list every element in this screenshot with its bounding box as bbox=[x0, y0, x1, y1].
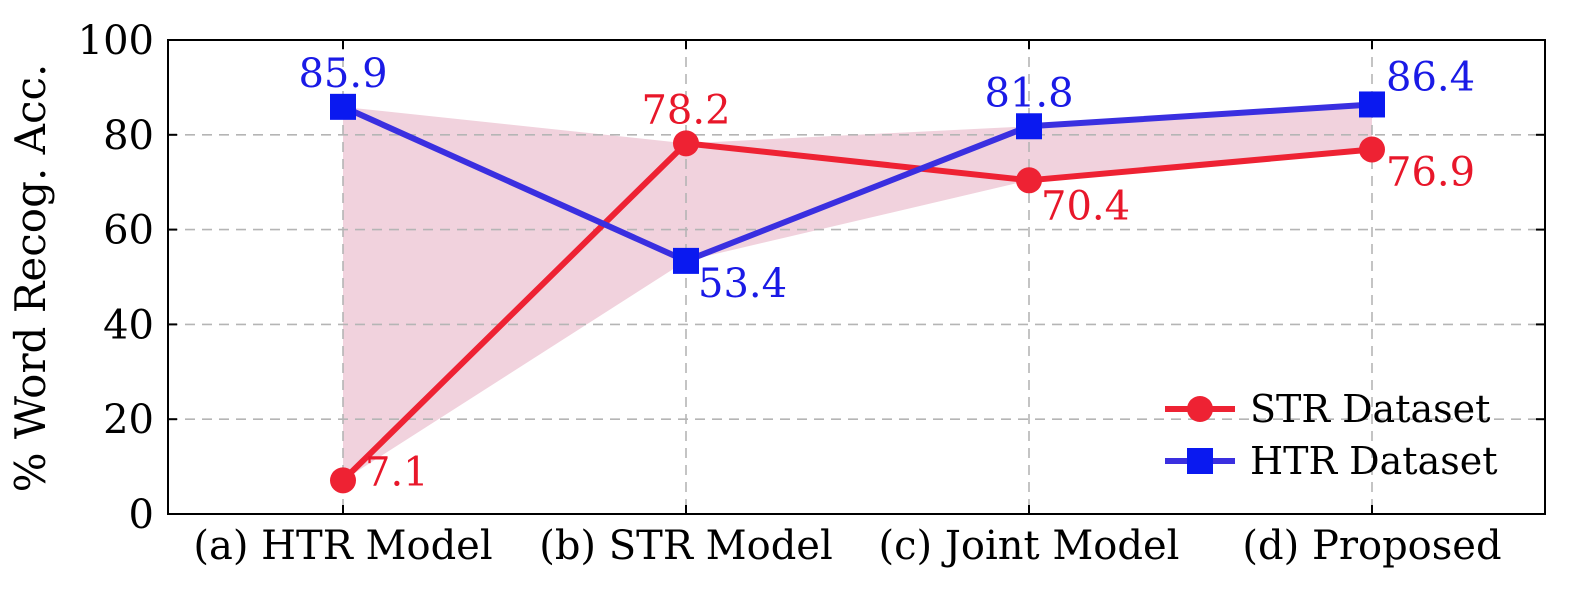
legend-marker-circle bbox=[1187, 396, 1213, 422]
series-line-2 bbox=[341, 101, 1373, 264]
data-point-square bbox=[673, 247, 699, 274]
y-axis-title: % Word Recog. Acc. bbox=[6, 64, 55, 493]
y-tick-label: 60 bbox=[103, 208, 154, 254]
data-point-circle bbox=[1016, 167, 1042, 194]
y-tick-label: 80 bbox=[103, 113, 154, 159]
data-label: 78.2 bbox=[641, 87, 730, 133]
data-point-square bbox=[330, 93, 356, 120]
data-label: 70.4 bbox=[1041, 183, 1130, 229]
y-tick-label: 100 bbox=[78, 18, 154, 64]
data-label: 53.4 bbox=[698, 261, 787, 307]
x-tick-label: (c) Joint Model bbox=[879, 523, 1180, 569]
data-point-circle bbox=[1359, 136, 1385, 163]
data-label: 7.1 bbox=[365, 449, 429, 495]
y-tick-label: 0 bbox=[129, 492, 154, 538]
data-label: 76.9 bbox=[1386, 149, 1475, 195]
legend-label: STR Dataset bbox=[1250, 387, 1490, 431]
x-tick-label: (a) HTR Model bbox=[193, 523, 492, 569]
data-label: 85.9 bbox=[298, 51, 387, 97]
x-tick-label: (d) Proposed bbox=[1242, 523, 1501, 569]
data-label: 86.4 bbox=[1386, 54, 1475, 100]
data-label: 81.8 bbox=[984, 70, 1073, 116]
range-band bbox=[343, 104, 1372, 481]
data-point-square bbox=[1016, 113, 1042, 140]
data-point-circle bbox=[673, 130, 699, 157]
legend-label: HTR Dataset bbox=[1250, 439, 1497, 483]
y-tick-label: 20 bbox=[103, 397, 154, 443]
data-point-circle bbox=[330, 467, 356, 494]
legend-marker-square bbox=[1187, 448, 1213, 474]
x-tick-label: (b) STR Model bbox=[539, 523, 833, 569]
data-point-square bbox=[1359, 91, 1385, 118]
plot-frame bbox=[167, 39, 1546, 515]
y-tick-label: 40 bbox=[103, 302, 154, 348]
series-line-1 bbox=[340, 140, 1373, 483]
